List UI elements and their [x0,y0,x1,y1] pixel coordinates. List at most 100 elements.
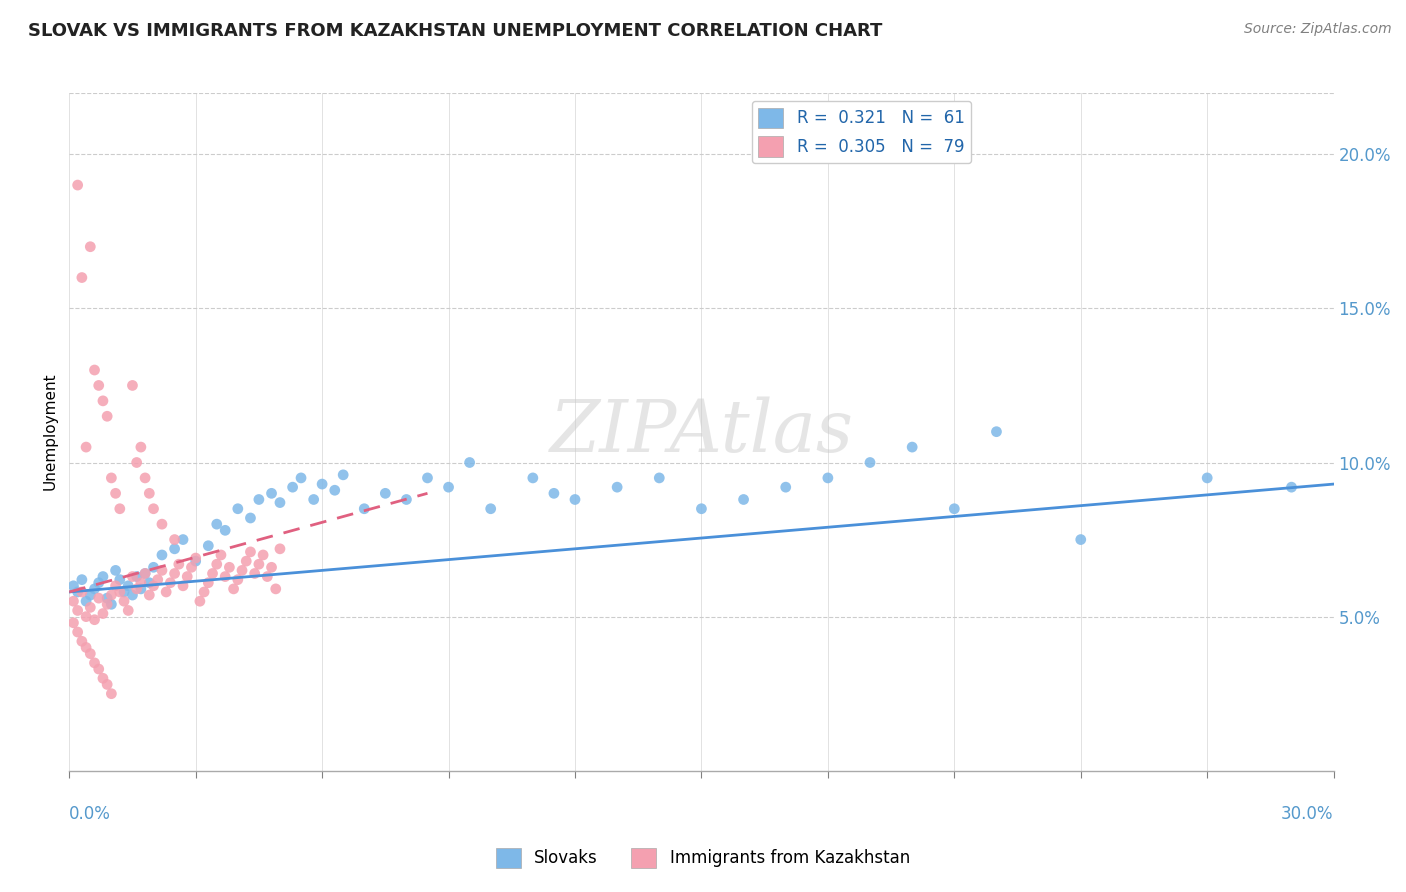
Point [87,662,110,676]
Point [205,517,228,532]
Point [125,569,148,583]
Point [197,539,219,553]
Point [479,501,502,516]
Point [163,566,186,581]
Point [121,569,143,583]
Point [134,566,156,581]
Point [100,588,122,602]
Point [117,579,139,593]
Point [260,486,283,500]
Point [70,270,93,285]
Point [332,467,354,482]
Point [91,393,114,408]
Point [859,456,882,470]
Point [239,545,262,559]
Point [91,607,114,621]
Point [264,582,287,596]
Point [437,480,460,494]
Point [155,585,177,599]
Point [83,613,105,627]
Point [606,480,628,494]
Point [775,480,797,494]
Point [302,492,325,507]
Point [817,471,839,485]
Point [256,569,278,583]
Point [100,471,122,485]
Point [226,501,249,516]
Point [184,551,207,566]
Point [193,585,215,599]
Point [222,582,245,596]
Point [108,573,131,587]
Point [180,560,202,574]
Point [247,558,270,572]
Legend: Slovaks, Immigrants from Kazakhstan: Slovaks, Immigrants from Kazakhstan [489,841,917,875]
Text: 30.0%: 30.0% [1281,805,1334,823]
Point [134,471,156,485]
Point [104,486,127,500]
Point [96,591,118,606]
Point [70,634,93,648]
Point [142,579,165,593]
Text: SLOVAK VS IMMIGRANTS FROM KAZAKHSTAN UNEMPLOYMENT CORRELATION CHART: SLOVAK VS IMMIGRANTS FROM KAZAKHSTAN UNE… [28,22,883,40]
Point [62,594,84,608]
Point [87,378,110,392]
Point [104,563,127,577]
Point [943,501,966,516]
Point [79,647,101,661]
Point [100,687,122,701]
Point [112,585,135,599]
Point [901,440,924,454]
Point [1197,471,1219,485]
Point [235,554,257,568]
Point [100,597,122,611]
Point [66,625,89,640]
Point [269,495,291,509]
Point [564,492,586,507]
Point [87,591,110,606]
Point [252,548,274,562]
Point [184,554,207,568]
Point [205,558,228,572]
Point [172,579,194,593]
Point [648,471,671,485]
Point [150,548,173,562]
Point [75,609,97,624]
Point [112,594,135,608]
Point [176,569,198,583]
Point [125,456,148,470]
Point [243,566,266,581]
Point [201,566,224,581]
Point [260,560,283,574]
Point [108,501,131,516]
Y-axis label: Unemployment: Unemployment [44,373,58,491]
Point [1070,533,1092,547]
Point [83,582,105,596]
Point [121,588,143,602]
Point [150,517,173,532]
Point [62,615,84,630]
Point [66,178,89,192]
Point [75,594,97,608]
Point [353,501,375,516]
Point [163,533,186,547]
Point [75,640,97,655]
Point [129,575,152,590]
Point [142,560,165,574]
Point [70,585,93,599]
Point [218,560,240,574]
Point [247,492,270,507]
Point [96,597,118,611]
Point [62,579,84,593]
Point [226,573,249,587]
Point [416,471,439,485]
Point [172,533,194,547]
Point [733,492,755,507]
Point [231,563,253,577]
Point [239,511,262,525]
Point [134,566,156,581]
Point [146,573,169,587]
Text: 0.0%: 0.0% [69,805,111,823]
Point [374,486,396,500]
Point [66,603,89,617]
